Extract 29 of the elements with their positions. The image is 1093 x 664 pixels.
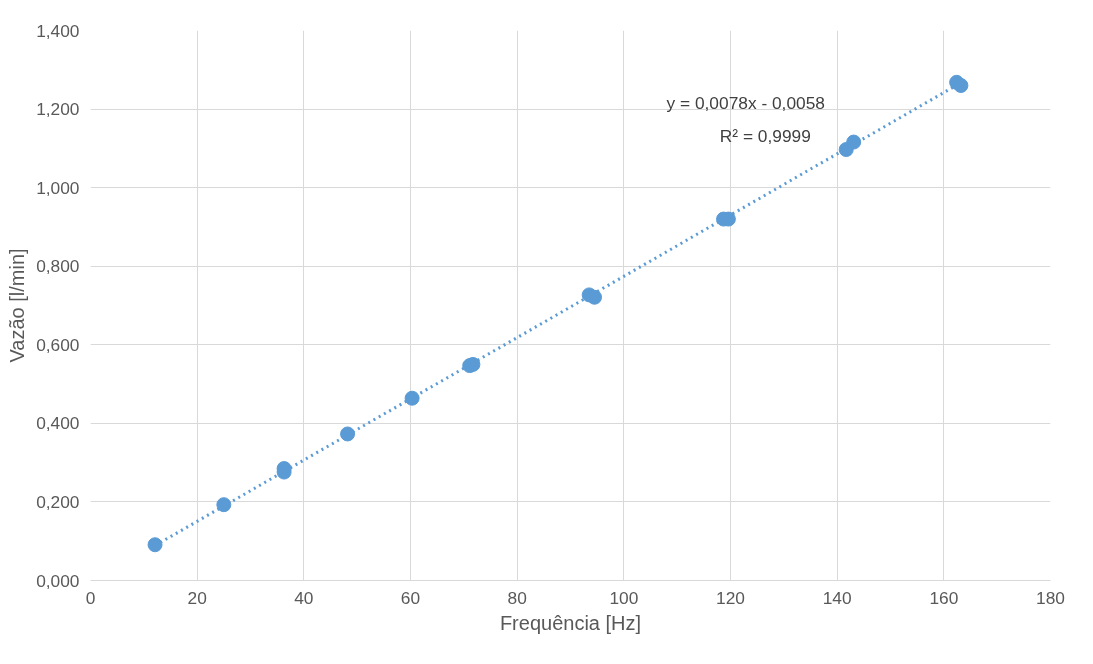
y-tick-label: 1,200 — [36, 99, 80, 120]
x-tick-label: 180 — [1036, 587, 1065, 608]
x-tick-label: 40 — [294, 587, 314, 608]
x-tick-label: 100 — [609, 587, 639, 608]
y-tick-label: 1,400 — [36, 20, 80, 41]
y-tick-label: 0,600 — [36, 334, 80, 355]
x-tick-label: 140 — [822, 587, 852, 608]
point — [846, 134, 862, 150]
y-tick-label: 0,200 — [36, 491, 80, 512]
point — [216, 497, 232, 513]
y-axis-title: Vazão [l/min] — [6, 248, 29, 363]
point — [147, 537, 163, 553]
x-tick-label: 160 — [929, 587, 959, 608]
annotation: y = 0,0078x - 0,0058 — [666, 93, 825, 113]
x-tick-label: 0 — [85, 587, 96, 608]
annotation: R² = 0,9999 — [719, 126, 811, 147]
y-tick-label: 0,000 — [36, 570, 80, 591]
y-tick-label: 1,000 — [36, 177, 80, 198]
x-tick-label: 20 — [187, 587, 207, 608]
y-tick-label: 0,400 — [36, 413, 80, 434]
point — [404, 390, 420, 406]
y-tick-label: 0,800 — [36, 256, 80, 277]
x-axis-title: Frequência [Hz] — [499, 611, 642, 634]
point — [340, 426, 356, 442]
x-tick-label: 60 — [400, 587, 421, 608]
point — [587, 289, 602, 305]
point — [953, 78, 969, 93]
x-tick-label: 80 — [507, 587, 527, 608]
x-tick-label: 120 — [716, 587, 745, 608]
